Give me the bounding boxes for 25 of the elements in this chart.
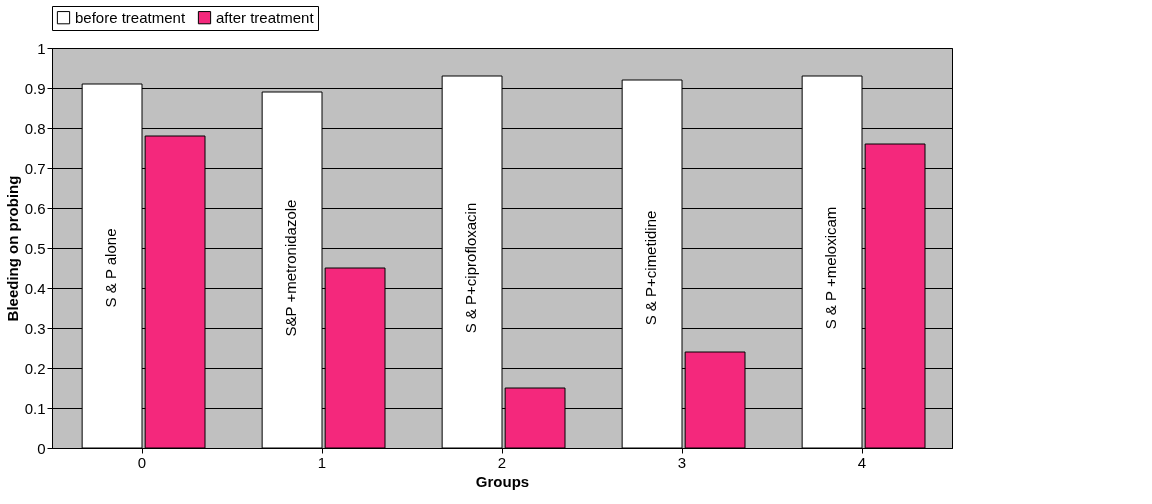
legend-label: after treatment [216, 8, 315, 26]
x-tick-label: 3 [677, 453, 687, 471]
x-tick-label: 2 [497, 453, 507, 471]
y-tick-label: 0 [37, 439, 46, 457]
y-tick-label: 0.8 [24, 119, 46, 137]
x-axis-title: Groups [475, 472, 530, 490]
legend-label: before treatment [75, 8, 186, 26]
y-tick-label: 0.2 [24, 359, 46, 377]
annotation: S&P +metronidazole [281, 199, 299, 337]
x-tick-label: 4 [857, 453, 867, 471]
y-tick-label: 0.5 [24, 239, 46, 257]
annotation: S & P alone [101, 228, 119, 308]
annotation: S & P +meloxicam [821, 206, 839, 330]
y-tick-label: 0.6 [24, 199, 46, 217]
y-tick-label: 1 [37, 39, 46, 57]
x-tick-label: 1 [317, 453, 327, 471]
y-tick-label: 0.1 [24, 399, 46, 417]
y-tick-label: 0.7 [24, 159, 46, 177]
annotation: S & P+ciprofloxacin [461, 202, 479, 334]
x-tick-label: 0 [137, 453, 147, 471]
y-tick-label: 0.4 [24, 279, 46, 297]
y-tick-label: 0.9 [24, 79, 46, 97]
annotation: S & P+cimetidine [641, 210, 659, 326]
y-axis-title: Bleeding on probing [3, 175, 21, 322]
y-tick-label: 0.3 [24, 319, 46, 337]
